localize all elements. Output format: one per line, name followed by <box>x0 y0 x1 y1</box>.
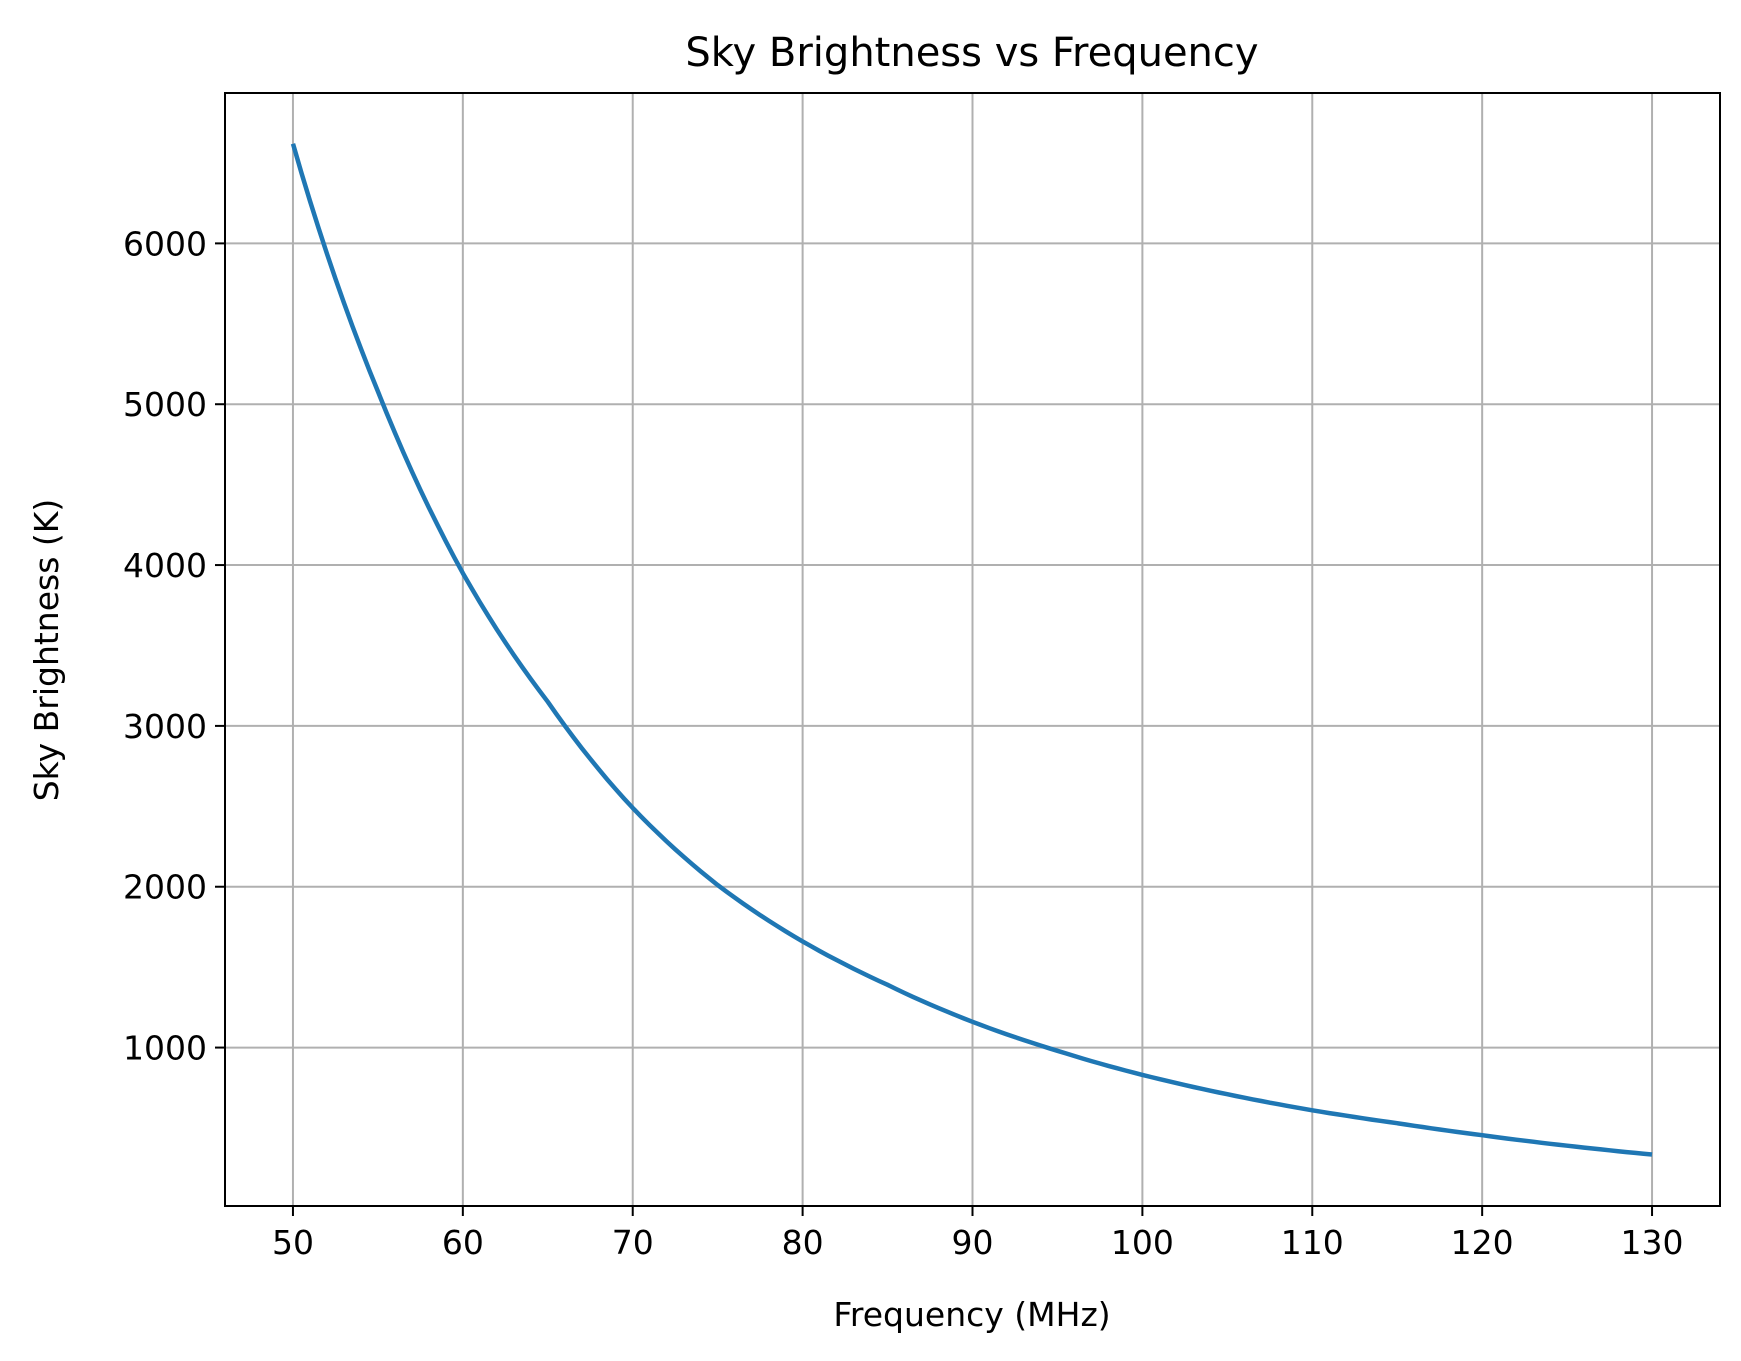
y-axis-label: Sky Brightness (K) <box>27 499 66 802</box>
x-tick-label: 110 <box>1281 1223 1344 1262</box>
chart-title: Sky Brightness vs Frequency <box>685 30 1258 76</box>
ticks: 50 60 70 80 90 100 110 120 130 1000 2000 3000 4000 50… <box>123 224 1684 1262</box>
series-layer <box>290 143 1653 1157</box>
x-tick-label: 80 <box>782 1223 824 1262</box>
x-tick-label: 100 <box>1111 1223 1174 1262</box>
x-tick-label: 60 <box>442 1223 484 1262</box>
x-tick-label: 130 <box>1621 1223 1684 1262</box>
x-tick-label: 120 <box>1451 1223 1514 1262</box>
x-tick-label: 50 <box>272 1223 314 1262</box>
y-tick-label: 2000 <box>123 868 207 907</box>
x-axis-label: Frequency (MHz) <box>833 1295 1110 1334</box>
series-line <box>290 143 1653 1157</box>
y-tick-label: 6000 <box>123 224 207 263</box>
y-tick-label: 4000 <box>123 546 207 585</box>
y-tick-label: 3000 <box>123 707 207 746</box>
y-tick-label: 5000 <box>123 385 207 424</box>
x-tick-label: 70 <box>612 1223 654 1262</box>
x-tick-label: 90 <box>952 1223 994 1262</box>
y-tick-label: 1000 <box>123 1029 207 1068</box>
grid <box>225 93 1720 1206</box>
